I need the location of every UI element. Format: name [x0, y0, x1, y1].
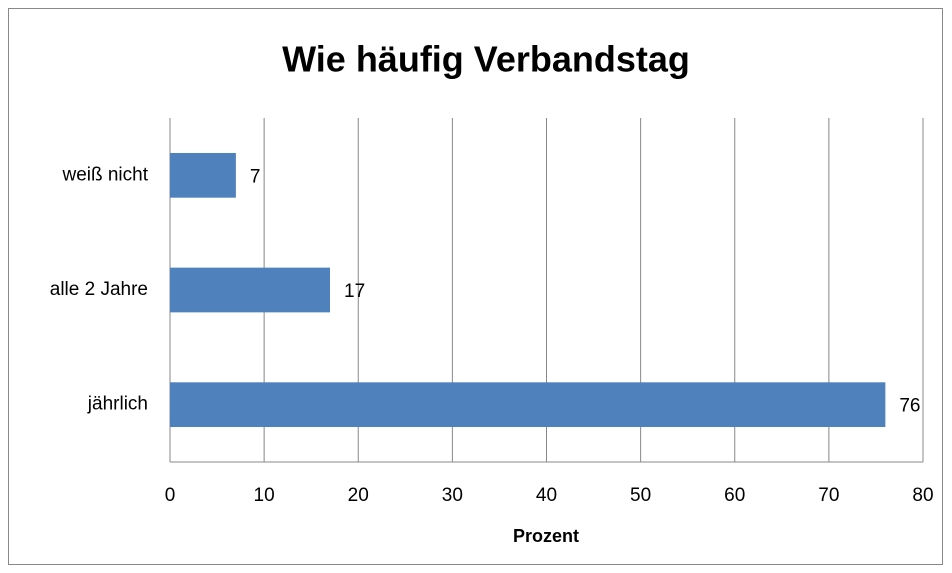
bar — [170, 267, 331, 313]
chart-title: Wie häufig Verbandstag — [282, 39, 690, 80]
data-label: 76 — [899, 396, 920, 417]
bar — [170, 152, 236, 198]
data-label: 17 — [344, 281, 365, 302]
bar — [170, 382, 886, 428]
chart-frame — [8, 8, 943, 565]
x-tick-label: 20 — [348, 485, 369, 506]
x-tick-label: 60 — [724, 485, 745, 506]
x-axis-label: Prozent — [513, 526, 579, 546]
x-tick-label: 50 — [630, 485, 651, 506]
x-tick-label: 30 — [442, 485, 463, 506]
y-tick-label: alle 2 Jahre — [50, 279, 148, 300]
y-tick-label: jährlich — [87, 394, 148, 415]
x-tick-label: 0 — [165, 485, 176, 506]
x-tick-label: 70 — [818, 485, 839, 506]
y-tick-label: weiß nicht — [61, 164, 148, 185]
x-tick-label: 80 — [912, 485, 933, 506]
x-tick-label: 40 — [536, 485, 557, 506]
x-tick-label: 10 — [254, 485, 275, 506]
data-label: 7 — [250, 166, 261, 187]
